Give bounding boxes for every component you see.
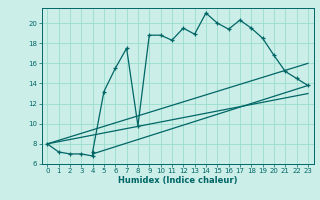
X-axis label: Humidex (Indice chaleur): Humidex (Indice chaleur) <box>118 176 237 185</box>
